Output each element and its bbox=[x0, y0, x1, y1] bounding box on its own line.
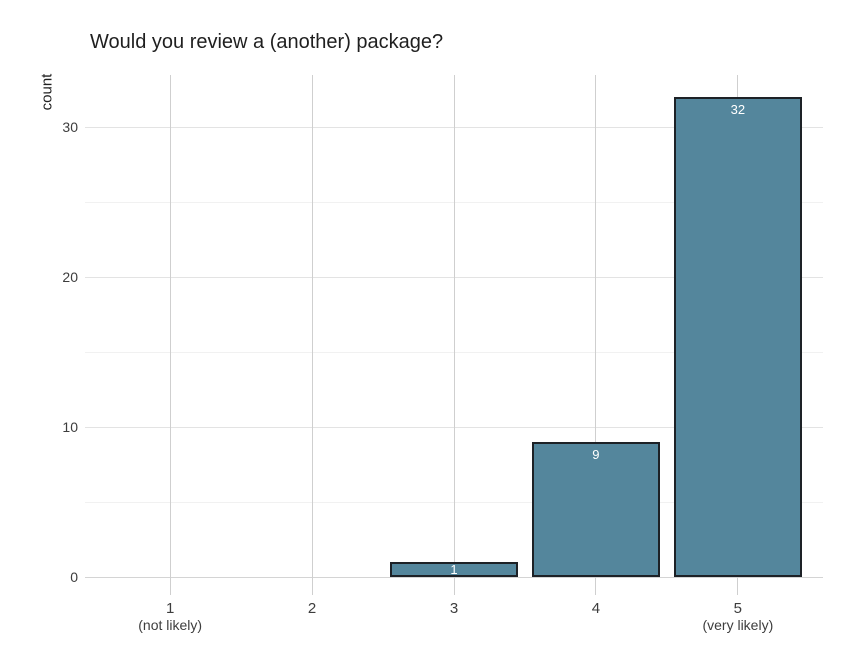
x-tick-sublabel: (not likely) bbox=[138, 617, 203, 633]
x-tick-label: 5 bbox=[733, 600, 743, 617]
y-tick-label: 20 bbox=[62, 269, 78, 286]
bar bbox=[390, 562, 518, 577]
x-tick-label: 2 bbox=[307, 600, 317, 617]
y-tick-label: 10 bbox=[62, 419, 78, 436]
y-tick-label: 30 bbox=[62, 119, 78, 136]
y-axis-title: count bbox=[38, 73, 56, 111]
vertical-gridline bbox=[311, 75, 313, 595]
bar bbox=[673, 97, 802, 577]
bar-value-label: 9 bbox=[592, 447, 600, 463]
x-tick-label: 3 bbox=[449, 600, 459, 617]
bar-value-label: 1 bbox=[450, 561, 458, 577]
bar bbox=[532, 442, 660, 577]
bar-value-label: 32 bbox=[730, 102, 746, 118]
x-tick-sublabel: (very likely) bbox=[702, 617, 774, 633]
x-tick-label: 1 bbox=[165, 600, 175, 617]
x-tick-label: 4 bbox=[591, 600, 601, 617]
chart-title: Would you review a (another) package? bbox=[90, 31, 444, 53]
y-tick-label: 0 bbox=[70, 569, 78, 585]
vertical-gridline bbox=[453, 75, 455, 595]
vertical-gridline bbox=[169, 75, 171, 595]
